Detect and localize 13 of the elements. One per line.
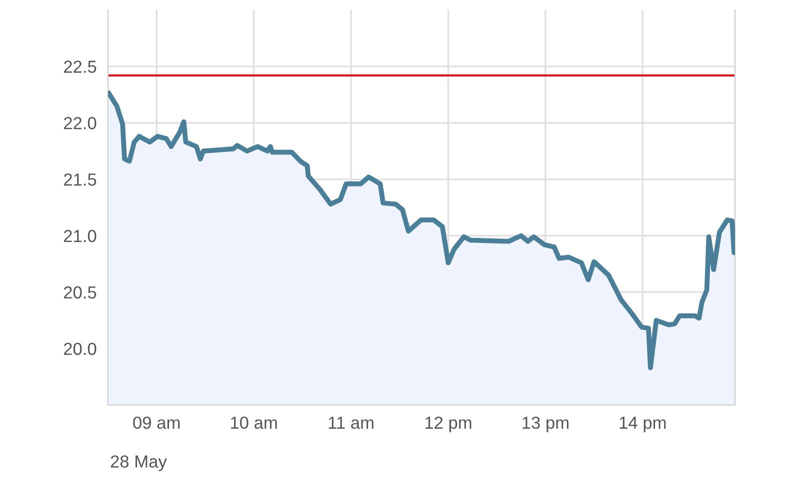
y-tick-label: 22.5 bbox=[64, 60, 96, 73]
y-tick-label: 21.5 bbox=[64, 173, 96, 186]
x-tick-label: 13 pm bbox=[522, 416, 568, 432]
x-tick-label: 09 am bbox=[133, 416, 180, 429]
x-tick-label: 10 am bbox=[231, 416, 277, 429]
y-tick-label: 20.5 bbox=[64, 286, 96, 299]
x-tick-label: 14 pm bbox=[620, 416, 666, 432]
y-tick-label: 21.0 bbox=[64, 230, 96, 242]
y-tick-label: 20.0 bbox=[64, 342, 96, 356]
x-tick-label: 12 pm bbox=[425, 416, 472, 432]
y-tick-label: 22.0 bbox=[64, 117, 96, 130]
text: 28 May bbox=[110, 455, 167, 472]
x-tick-label: 11 am bbox=[328, 416, 374, 429]
